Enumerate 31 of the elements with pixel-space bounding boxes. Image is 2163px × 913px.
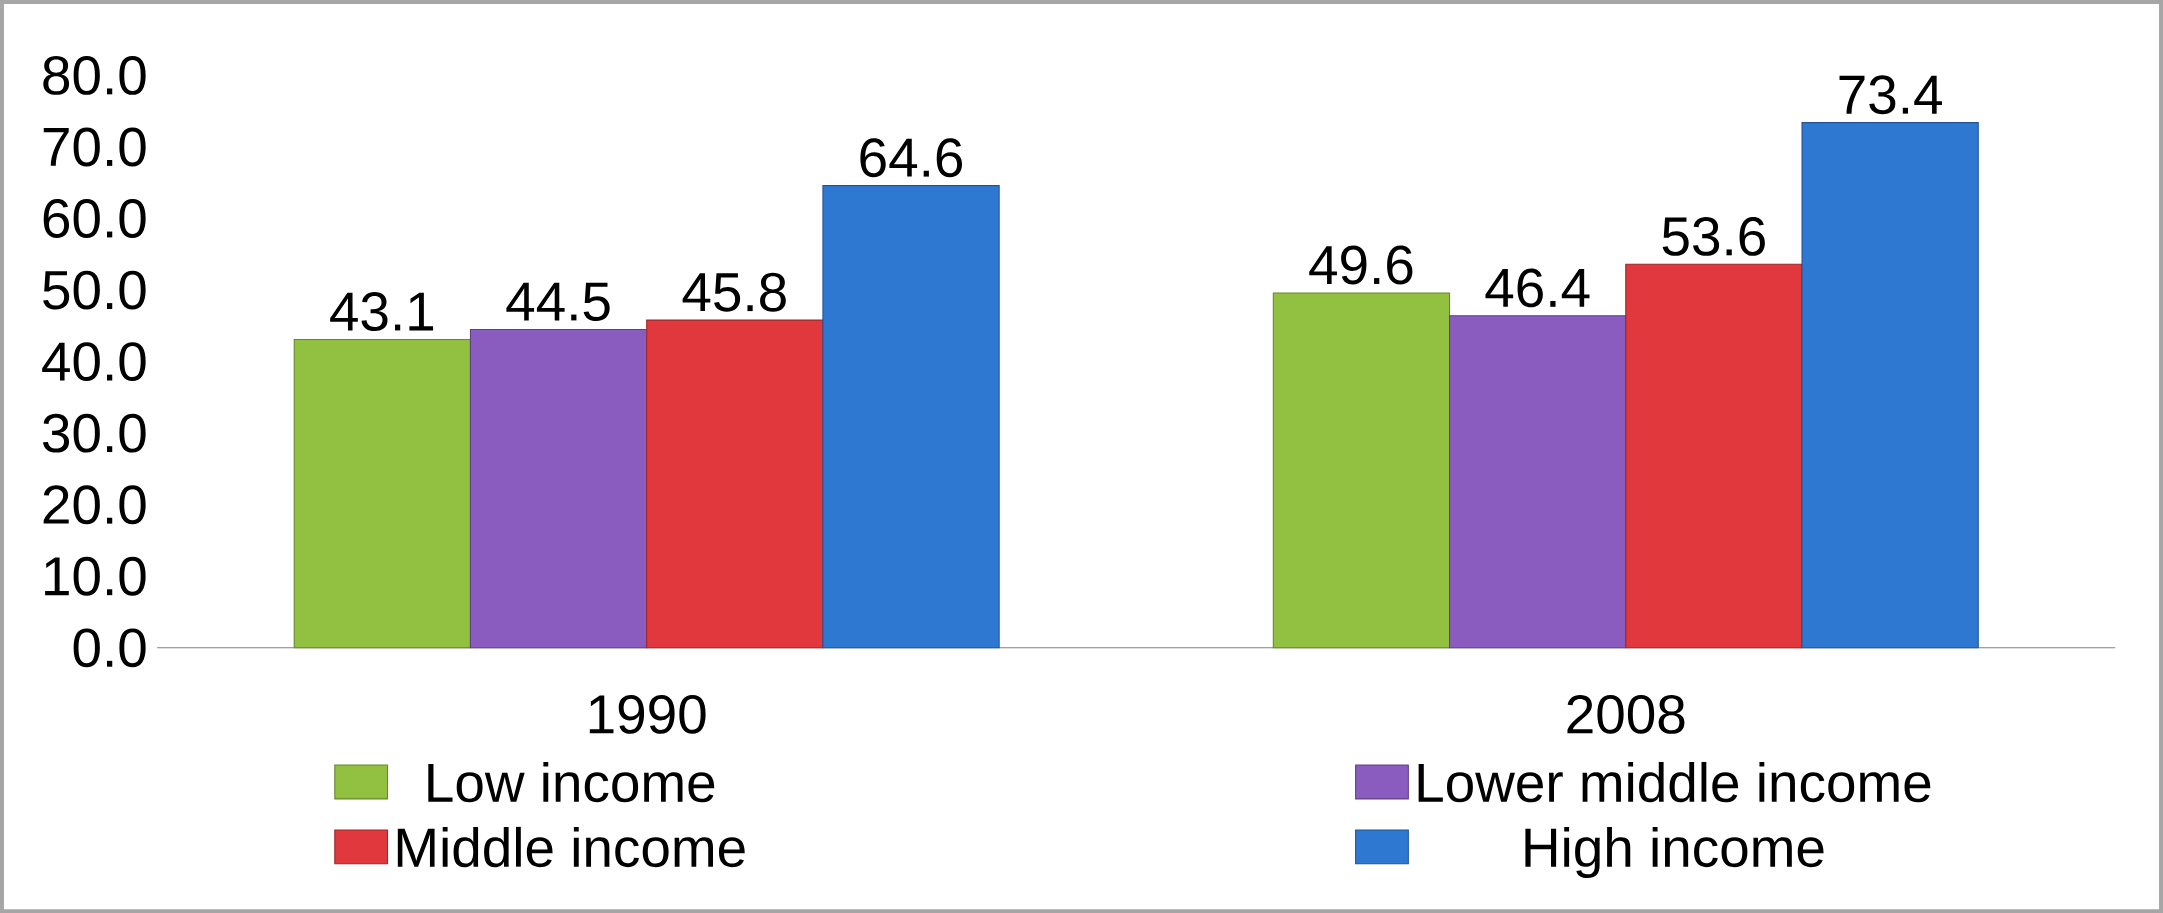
- data-label: 49.6: [1309, 245, 1413, 285]
- y-tick-label: 20.0: [43, 485, 146, 524]
- legend-label: High income: [1525, 826, 1824, 878]
- data-label: 44.5: [506, 282, 610, 321]
- y-tick-label: 30.0: [43, 413, 146, 453]
- bar: [1801, 121, 1979, 649]
- bar: [1449, 315, 1627, 649]
- bar: [1272, 292, 1451, 649]
- y-tick-label: 40.0: [42, 342, 146, 381]
- data-label: 73.4: [1839, 75, 1942, 115]
- legend-label: Middle income: [397, 826, 745, 868]
- y-tick-label: 50.0: [43, 270, 146, 310]
- legend-label: Low income: [428, 761, 715, 803]
- data-label: 53.6: [1662, 216, 1765, 256]
- bar: [469, 328, 648, 649]
- bar: [646, 319, 824, 649]
- y-tick-label: 60.0: [43, 198, 146, 238]
- data-label: 43.1: [330, 291, 434, 331]
- bar: [822, 184, 1000, 649]
- y-tick-label: 0.0: [73, 628, 146, 668]
- data-label: 64.6: [860, 138, 963, 177]
- y-tick-label: 70.0: [43, 127, 146, 167]
- legend-label: Lower middle income: [1418, 761, 1931, 803]
- bar: [293, 338, 471, 649]
- y-tick-label: 80.0: [43, 55, 146, 95]
- bar: [1625, 263, 1803, 649]
- data-label: 45.8: [682, 272, 786, 312]
- x-tick-label: 2008: [1567, 694, 1685, 734]
- data-label: 46.4: [1485, 268, 1590, 308]
- x-tick-label: 1990: [589, 694, 706, 734]
- y-tick-label: 10.0: [45, 556, 146, 596]
